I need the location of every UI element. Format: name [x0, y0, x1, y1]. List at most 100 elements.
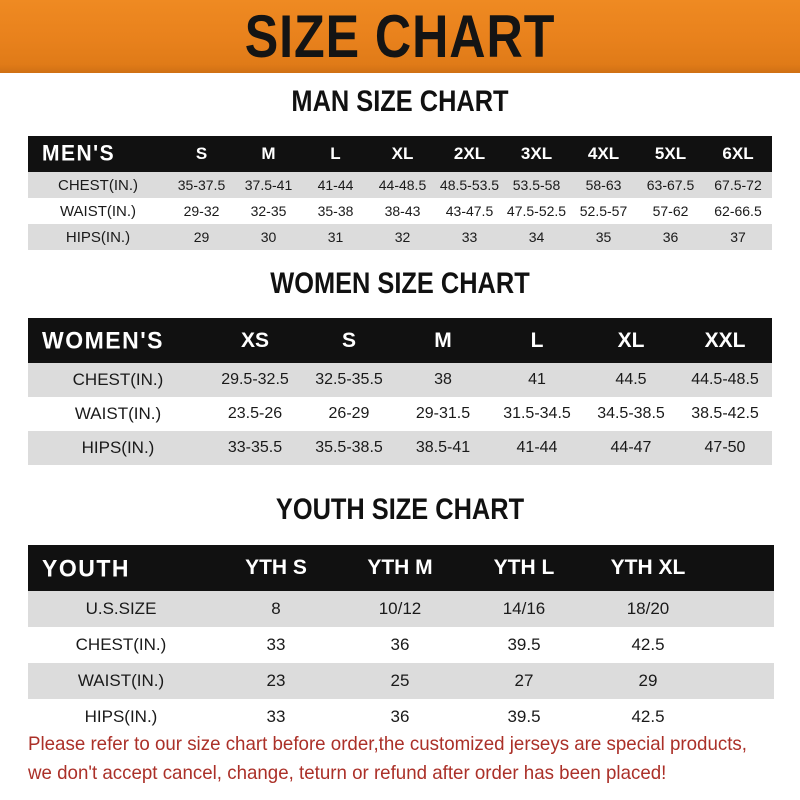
men-row-label: WAIST(IN.)	[59, 202, 137, 220]
men-cell: 43-47.5	[445, 203, 494, 219]
disclaimer-line-2: we don't accept cancel, change, teturn o…	[28, 762, 667, 784]
youth-size-table: YOUTH YTH S YTH M YTH L YTH XL U.S.SIZE …	[28, 545, 774, 735]
women-cell: 26-29	[328, 405, 370, 422]
youth-cell: 18/20	[626, 599, 670, 618]
men-cell: 32	[394, 229, 411, 245]
men-cell: 32-35	[250, 203, 287, 219]
table-row: U.S.SIZE 8 10/12 14/16 18/20	[28, 591, 774, 627]
women-cell: 34.5-38.5	[597, 405, 665, 422]
men-cell: 29	[193, 229, 210, 245]
table-row: WAIST(IN.) 29-32 32-35 35-38 38-43 43-47…	[28, 198, 772, 224]
women-cell: 41-44	[516, 439, 558, 456]
men-cell: 48.5-53.5	[439, 177, 500, 193]
women-row-label: CHEST(IN.)	[72, 370, 164, 389]
men-col-header: 2XL	[453, 144, 486, 163]
women-row-label: HIPS(IN.)	[81, 438, 155, 457]
table-row: CHEST(IN.) 29.5-32.5 32.5-35.5 38 41 44.…	[28, 363, 772, 397]
women-table-header-row: WOMEN'S XS S M L XL XXL	[28, 318, 772, 363]
table-row: HIPS(IN.) 33 36 39.5 42.5	[28, 699, 774, 735]
youth-cell-spacer	[710, 663, 774, 699]
women-col-header: XL	[617, 328, 645, 352]
table-row: CHEST(IN.) 33 36 39.5 42.5	[28, 627, 774, 663]
women-cell: 33-35.5	[227, 439, 283, 456]
men-cell: 58-63	[585, 177, 622, 193]
youth-table-header-row: YOUTH YTH S YTH M YTH L YTH XL	[28, 545, 774, 591]
page-banner: SIZE CHART	[0, 0, 800, 73]
youth-cell: 36	[390, 707, 410, 726]
youth-cell: 27	[514, 671, 534, 690]
men-cell: 37	[730, 229, 746, 245]
men-col-header: XL	[391, 144, 414, 163]
women-col-header: S	[341, 328, 356, 352]
table-row: HIPS(IN.) 29 30 31 32 33 34 35 36 37	[28, 224, 772, 250]
women-cell: 41	[528, 371, 546, 388]
table-row: HIPS(IN.) 33-35.5 35.5-38.5 38.5-41 41-4…	[28, 431, 772, 465]
women-cell: 23.5-26	[227, 405, 283, 422]
men-col-header: S	[195, 144, 208, 163]
men-cell: 35	[595, 229, 612, 245]
youth-col-header: YTH M	[367, 556, 433, 579]
women-row-label: WAIST(IN.)	[74, 404, 162, 423]
youth-row-label: HIPS(IN.)	[84, 707, 158, 726]
youth-cell: 33	[266, 635, 286, 654]
men-row-label-header: MEN'S	[42, 141, 116, 166]
women-size-table: WOMEN'S XS S M L XL XXL CHEST(IN.) 29.5-…	[28, 318, 772, 465]
youth-cell-spacer	[710, 591, 774, 627]
women-cell: 44.5-48.5	[691, 371, 759, 388]
men-cell: 52.5-57	[579, 203, 628, 219]
women-cell: 29-31.5	[415, 405, 471, 422]
youth-cell: 8	[271, 599, 281, 618]
women-cell: 35.5-38.5	[315, 439, 383, 456]
men-cell: 33	[461, 229, 478, 245]
youth-col-header-spacer	[710, 545, 774, 591]
men-cell: 37.5-41	[244, 177, 293, 193]
women-cell: 38.5-42.5	[691, 405, 759, 422]
table-row: WAIST(IN.) 23.5-26 26-29 29-31.5 31.5-34…	[28, 397, 772, 431]
youth-cell: 42.5	[631, 635, 665, 654]
men-col-header: 5XL	[654, 144, 687, 163]
youth-cell: 36	[390, 635, 410, 654]
youth-row-label-header: YOUTH	[42, 553, 130, 582]
women-cell: 32.5-35.5	[315, 371, 383, 388]
youth-section-title: YOUTH SIZE CHART	[275, 492, 525, 526]
women-cell: 44-47	[610, 439, 652, 456]
banner-title: SIZE CHART	[244, 2, 556, 71]
women-cell: 47-50	[704, 439, 746, 456]
women-col-header: L	[530, 328, 544, 352]
men-cell: 36	[662, 229, 679, 245]
man-section-title: MAN SIZE CHART	[291, 84, 509, 118]
youth-cell: 39.5	[507, 707, 541, 726]
men-cell: 31	[327, 229, 344, 245]
men-size-table: MEN'S S M L XL 2XL 3XL 4XL 5XL 6XL CHEST…	[28, 136, 772, 250]
youth-col-header: YTH S	[245, 556, 307, 579]
men-cell: 34	[528, 229, 545, 245]
women-col-header: XXL	[704, 328, 746, 352]
men-col-header: 6XL	[722, 144, 754, 163]
men-cell: 62-66.5	[714, 203, 762, 219]
men-cell: 57-62	[652, 203, 689, 219]
youth-cell: 10/12	[378, 599, 422, 618]
men-cell: 38-43	[384, 203, 421, 219]
youth-cell: 29	[638, 671, 658, 690]
youth-cell: 14/16	[502, 599, 546, 618]
disclaimer-line-1: Please refer to our size chart before or…	[28, 733, 747, 755]
women-cell: 38	[434, 371, 452, 388]
women-cell: 38.5-41	[415, 439, 471, 456]
men-row-label: HIPS(IN.)	[65, 228, 131, 246]
men-cell: 67.5-72	[714, 177, 762, 193]
youth-cell-spacer	[710, 627, 774, 663]
men-cell: 41-44	[317, 177, 354, 193]
women-row-label-header: WOMEN'S	[42, 326, 165, 354]
men-cell: 47.5-52.5	[506, 203, 567, 219]
youth-row-label: WAIST(IN.)	[77, 671, 165, 690]
men-cell: 44-48.5	[378, 177, 427, 193]
men-col-header: L	[330, 144, 341, 163]
youth-col-header: YTH L	[493, 556, 555, 579]
men-cell: 35-38	[317, 203, 354, 219]
men-table-header-row: MEN'S S M L XL 2XL 3XL 4XL 5XL 6XL	[28, 136, 772, 172]
men-row-label: CHEST(IN.)	[58, 176, 138, 194]
disclaimer-text: Please refer to our size chart before or…	[28, 730, 748, 788]
youth-row-label: U.S.SIZE	[85, 599, 157, 618]
youth-cell: 33	[266, 707, 286, 726]
